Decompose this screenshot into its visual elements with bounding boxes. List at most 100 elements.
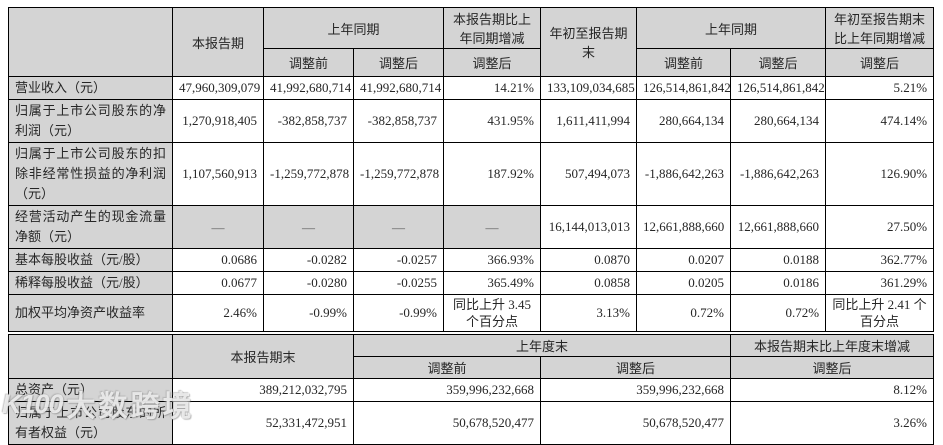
cell: 431.95% <box>443 99 542 143</box>
table-row: 经营活动产生的现金流量净额（元） — — — — 16,144,013,013 … <box>8 205 935 249</box>
cell-dash: — <box>263 205 354 249</box>
cell: 27.50% <box>825 205 935 249</box>
cell: 同比上升 3.45 个百分点 <box>443 294 542 332</box>
cell: -0.99% <box>352 294 445 332</box>
subheader-adj-after: 调整后 <box>730 48 827 77</box>
cell: 5.21% <box>825 76 935 100</box>
cell: 1,107,560,913 <box>172 142 264 206</box>
cell: 0.0677 <box>172 271 264 295</box>
cell: -382,858,737 <box>352 99 445 143</box>
subheader-adj-before: 调整前 <box>353 356 541 379</box>
cell: 0.0186 <box>730 271 827 295</box>
cell: 同比上升 2.41 个百分点 <box>825 294 935 332</box>
col-header-change-vs-prior: 本报告期比上年同期增减 <box>443 7 542 49</box>
cell: 12,661,888,660 <box>730 205 827 249</box>
cell: 0.0870 <box>540 248 638 272</box>
cell: 126.90% <box>825 142 935 206</box>
col-header-prior-year-same-period-ytd: 上年同期 <box>636 7 827 49</box>
cell: 474.14% <box>825 99 935 143</box>
cell: 3.26% <box>730 401 935 445</box>
col-header-ytd-change: 年初至报告期末比上年同期增减 <box>825 7 935 49</box>
cell: 8.12% <box>730 378 935 402</box>
table-row: 总资产（元） 389,212,032,795 359,996,232,668 3… <box>8 378 935 402</box>
cell: 280,664,134 <box>730 99 827 143</box>
cell: 1,611,411,994 <box>540 99 638 143</box>
cell: 187.92% <box>443 142 542 206</box>
cell: 2.46% <box>172 294 264 332</box>
cell: -1,886,642,263 <box>730 142 827 206</box>
financial-report-sheet: 本报告期 上年同期 本报告期比上年同期增减 年初至报告期末 上年同期 年初至报告… <box>8 7 935 445</box>
cell: 365.49% <box>443 271 542 295</box>
subheader-adj-after: 调整后 <box>825 48 935 77</box>
cell: 507,494,073 <box>540 142 638 206</box>
cell: 52,331,472,951 <box>172 401 354 445</box>
row-label: 经营活动产生的现金流量净额（元） <box>8 205 173 249</box>
col-header-current-period: 本报告期 <box>172 7 264 77</box>
table-row: 归属于上市公司股东的净利润（元） 1,270,918,405 -382,858,… <box>8 99 935 143</box>
cell-dash: — <box>172 205 264 249</box>
cell: 3.13% <box>540 294 638 332</box>
row-label: 归属于上市公司股东的所有者权益（元） <box>8 401 173 445</box>
col-header-prior-year-same-period: 上年同期 <box>262 7 445 49</box>
cell: 133,109,034,685 <box>540 76 638 100</box>
row-label: 营业收入（元） <box>8 76 173 100</box>
corner-blank-cell <box>8 334 173 379</box>
cell: -0.0282 <box>263 248 354 272</box>
cell: -382,858,737 <box>263 99 354 143</box>
row-label: 归属于上市公司股东的扣除非经常性损益的净利润（元） <box>8 142 173 206</box>
cell: 126,514,861,842 <box>730 76 827 100</box>
cell: 12,661,888,660 <box>636 205 732 249</box>
cell: 0.0686 <box>172 248 264 272</box>
cell: 0.72% <box>730 294 827 332</box>
results-table: 本报告期 上年同期 本报告期比上年同期增减 年初至报告期末 上年同期 年初至报告… <box>8 7 935 332</box>
cell: 0.0207 <box>636 248 732 272</box>
row-label: 稀释每股收益（元/股） <box>8 271 173 295</box>
cell: 41,992,680,714 <box>352 76 445 100</box>
cell: -0.0257 <box>352 248 445 272</box>
cell: -0.0280 <box>263 271 354 295</box>
cell: 47,960,309,079 <box>172 76 264 100</box>
col-header-prior-year-end: 上年度末 <box>352 334 732 357</box>
col-header-change-vs-prior-year-end: 本报告期末比上年度末增减 <box>730 334 935 357</box>
row-label: 加权平均净资产收益率 <box>8 294 173 332</box>
cell: 359,996,232,668 <box>539 378 732 402</box>
table-row: 加权平均净资产收益率 2.46% -0.99% -0.99% 同比上升 3.45… <box>8 294 935 332</box>
row-label: 总资产（元） <box>8 378 173 402</box>
cell: -1,259,772,878 <box>352 142 445 206</box>
cell-dash: — <box>352 205 445 249</box>
row-label: 归属于上市公司股东的净利润（元） <box>8 99 173 143</box>
cell-dash: — <box>443 205 542 249</box>
cell: 126,514,861,842 <box>636 76 732 100</box>
cell: -0.99% <box>263 294 354 332</box>
col-header-ytd: 年初至报告期末 <box>540 7 638 77</box>
cell: 389,212,032,795 <box>172 378 354 402</box>
cell: 361.29% <box>825 271 935 295</box>
cell: 0.0188 <box>730 248 827 272</box>
table-row: 基本每股收益（元/股） 0.0686 -0.0282 -0.0257 366.9… <box>8 248 935 272</box>
corner-blank-cell <box>8 7 173 77</box>
row-label: 基本每股收益（元/股） <box>8 248 173 272</box>
cell: 16,144,013,013 <box>540 205 638 249</box>
cell: 0.72% <box>636 294 732 332</box>
table-row: 归属于上市公司股东的所有者权益（元） 52,331,472,951 50,678… <box>8 401 935 445</box>
cell: 50,678,520,477 <box>539 401 732 445</box>
table-row: 归属于上市公司股东的扣除非经常性损益的净利润（元） 1,107,560,913 … <box>8 142 935 206</box>
cell: -1,886,642,263 <box>636 142 732 206</box>
cell: 280,664,134 <box>636 99 732 143</box>
table-row: 稀释每股收益（元/股） 0.0677 -0.0280 -0.0255 365.4… <box>8 271 935 295</box>
cell: 362.77% <box>825 248 935 272</box>
subheader-adj-after: 调整后 <box>352 48 445 77</box>
cell: 0.0205 <box>636 271 732 295</box>
subheader-adj-after: 调整后 <box>443 48 542 77</box>
col-header-current-period-end: 本报告期末 <box>172 334 354 379</box>
cell: 366.93% <box>443 248 542 272</box>
subheader-adj-after: 调整后 <box>539 356 732 379</box>
cell: 14.21% <box>443 76 542 100</box>
cell: 0.0858 <box>540 271 638 295</box>
balance-table: 本报告期末 上年度末 本报告期末比上年度末增减 调整前 调整后 调整后 总资产（… <box>8 334 935 445</box>
subheader-adj-before: 调整前 <box>636 48 732 77</box>
cell: -0.0255 <box>352 271 445 295</box>
subheader-adj-before: 调整前 <box>263 48 354 77</box>
cell: 359,996,232,668 <box>353 378 541 402</box>
cell: 41,992,680,714 <box>263 76 354 100</box>
